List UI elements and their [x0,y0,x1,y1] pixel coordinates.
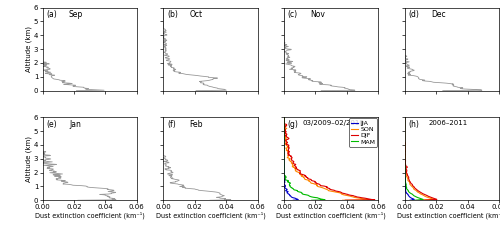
Text: Jan: Jan [69,120,81,129]
DJF [281,120,287,123]
MAM [281,123,287,126]
SON [350,196,356,198]
MAM [309,196,315,198]
DJF [354,196,360,198]
SON [282,123,288,126]
Text: 2006–2011: 2006–2011 [428,120,468,126]
JJA [281,116,287,119]
SON [342,194,348,197]
Text: Oct: Oct [190,10,203,19]
Line: SON: SON [284,117,370,200]
SON [281,120,287,123]
DJF [304,177,310,180]
MAM [282,177,288,180]
X-axis label: Dust extinction coefficient (km⁻¹): Dust extinction coefficient (km⁻¹) [276,212,386,219]
JJA [288,196,294,198]
Line: JJA: JJA [284,117,298,200]
SON [281,116,287,119]
DJF [281,116,287,119]
Text: (d): (d) [408,10,420,19]
Text: (c): (c) [288,10,298,19]
SON [302,177,308,180]
Text: Dec: Dec [431,10,446,19]
Y-axis label: Altitude (km): Altitude (km) [26,26,32,72]
Legend: JJA, SON, DJF, MAM: JJA, SON, DJF, MAM [349,118,377,146]
DJF [342,199,348,202]
Text: (g): (g) [288,120,298,129]
Text: (a): (a) [46,10,57,19]
DJF [283,123,289,126]
X-axis label: Dust extinction coefficient (km⁻¹): Dust extinction coefficient (km⁻¹) [35,212,144,219]
JJA [282,183,288,186]
Line: MAM: MAM [284,117,325,200]
JJA [290,199,296,202]
JJA [281,123,287,126]
Text: (b): (b) [167,10,178,19]
SON [340,199,345,202]
Text: Sep: Sep [69,10,83,19]
JJA [281,120,287,123]
X-axis label: Dust extinction coefficient (km⁻¹): Dust extinction coefficient (km⁻¹) [156,212,266,219]
MAM [281,116,287,119]
Text: (f): (f) [167,120,176,129]
Text: (h): (h) [408,120,420,129]
MAM [281,120,287,123]
JJA [281,177,287,180]
Text: (e): (e) [46,120,57,129]
Line: DJF: DJF [284,117,375,200]
MAM [286,183,292,186]
Text: Nov: Nov [310,10,325,19]
Y-axis label: Altitude (km): Altitude (km) [26,136,32,182]
MAM [305,194,311,197]
MAM [308,199,314,202]
SON [314,183,320,186]
Text: 03/2009–02/2010: 03/2009–02/2010 [303,120,364,126]
DJF [317,183,323,186]
JJA [287,194,293,197]
X-axis label: Dust extinction coefficient (km⁻¹): Dust extinction coefficient (km⁻¹) [397,212,500,219]
DJF [348,194,354,197]
Text: Feb: Feb [190,120,203,129]
